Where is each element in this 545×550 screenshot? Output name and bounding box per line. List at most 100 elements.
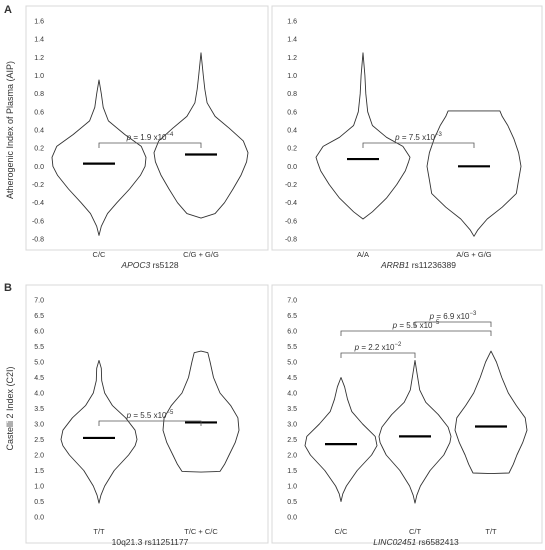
y-tick-label: 0.0 [287, 515, 297, 522]
panel-frame [25, 284, 269, 544]
y-tick-label: 2.0 [287, 453, 297, 460]
significance-bracket [362, 142, 475, 148]
panel-0: -0.8 -0.6 -0.4 -0.2 0.0 0.2 0.4 0.6 0.8 1.0 1.2 1.4… [5, 5, 269, 270]
violin-T/T [454, 350, 528, 475]
y-tick-label: 0.0 [34, 515, 44, 522]
y-tick-label: -0.6 [285, 218, 297, 225]
violin-C/C [51, 79, 147, 236]
snp-id: 10q21.3 rs11251177 [112, 537, 189, 547]
p-value: = 5.5 x10 [131, 411, 167, 420]
y-tick-label: -0.6 [32, 218, 44, 225]
x-tick-label: T/T [485, 527, 497, 536]
x-tick-label: T/C + C/C [184, 527, 218, 536]
p-symbol: p [394, 133, 400, 142]
p-symbol: p [126, 133, 132, 142]
y-tick-label: 5.5 [287, 344, 297, 351]
p-symbol: p [354, 343, 360, 352]
p-symbol: p [126, 411, 132, 420]
p-value-label: p = 7.5 x10−3 [394, 132, 442, 142]
y-tick-label: 3.0 [287, 422, 297, 429]
p-value-label: p = 2.2 x10−2 [354, 342, 402, 352]
y-tick-label: 0.5 [287, 499, 297, 506]
y-tick-label: -0.4 [32, 200, 44, 207]
y-tick-label: 7.0 [34, 298, 44, 305]
x-tick-label: C/G + G/G [183, 250, 219, 259]
y-axis-title: Castelli 2 Index (C2I) [5, 366, 15, 450]
gene-name: LINC02451 [373, 537, 416, 547]
violin-T/C + C/C [162, 350, 240, 473]
y-tick-label: 5.0 [34, 360, 44, 367]
x-axis-label: APOC3 rs5128 [120, 260, 178, 270]
y-tick-label: 1.0 [287, 73, 297, 80]
y-tick-label: 5.5 [34, 344, 44, 351]
y-tick-label: -0.8 [32, 237, 44, 244]
p-exponent: −5 [432, 320, 440, 326]
y-tick-label: 0.8 [287, 91, 297, 98]
violin-A/A [315, 52, 411, 220]
y-tick-label: 0.8 [34, 91, 44, 98]
y-tick-label: 4.5 [287, 375, 297, 382]
p-symbol: p [429, 312, 435, 321]
x-tick-label: A/A [357, 250, 369, 259]
y-tick-label: 1.5 [34, 468, 44, 475]
y-tick-label: -0.2 [285, 182, 297, 189]
x-tick-label: C/C [335, 527, 349, 536]
p-symbol: p [392, 321, 398, 330]
y-tick-label: 3.0 [34, 422, 44, 429]
y-tick-label: 1.0 [34, 484, 44, 491]
p-value: = 1.9 x10 [131, 133, 167, 142]
panel-1: -0.8 -0.6 -0.4 -0.2 0.0 0.2 0.4 0.6 0.8 1.0 1.2 1.4… [271, 5, 543, 270]
y-tick-label: 1.2 [34, 55, 44, 62]
p-value-label: p = 5.5 x10−5 [126, 410, 174, 420]
y-tick-label: 0.6 [287, 109, 297, 116]
y-tick-label: 1.6 [34, 19, 44, 26]
panel-frame [271, 5, 543, 251]
y-tick-label: 1.6 [287, 19, 297, 26]
p-value: = 6.9 x10 [434, 312, 470, 321]
section-label-b: B [4, 282, 12, 294]
p-exponent: −2 [394, 342, 402, 348]
y-tick-label: 0.2 [34, 146, 44, 153]
p-exponent: −4 [166, 132, 174, 138]
section-label-a: A [4, 4, 12, 16]
panel-2: 0.0 0.5 1.0 1.5 2.0 2.5 3.0 3.5 4.0 4.5 5.0 5.5 6.0 6… [5, 284, 269, 547]
significance-bracket [98, 420, 202, 426]
snp-id: rs5128 [150, 260, 179, 270]
p-value-label: p = 6.9 x10−3 [429, 311, 477, 321]
y-tick-label: 0.4 [287, 128, 297, 135]
y-tick-label: 6.0 [287, 329, 297, 336]
violin-C/G + G/G [153, 52, 249, 219]
y-tick-label: 0.6 [34, 109, 44, 116]
y-tick-label: 4.5 [34, 375, 44, 382]
x-tick-label: C/T [409, 527, 422, 536]
y-tick-label: 0.4 [34, 128, 44, 135]
y-tick-label: 3.5 [34, 406, 44, 413]
p-value-label: p = 1.9 x10−4 [126, 132, 174, 142]
x-tick-label: C/C [93, 250, 107, 259]
p-exponent: −5 [166, 410, 174, 416]
significance-bracket [414, 321, 492, 327]
violin-C/C [304, 377, 378, 502]
x-axis-label: LINC02451 rs6582413 [373, 537, 459, 547]
snp-id: rs11236389 [409, 260, 456, 270]
y-tick-label: 4.0 [287, 391, 297, 398]
y-tick-label: -0.2 [32, 182, 44, 189]
significance-bracket [340, 352, 416, 358]
y-tick-label: 0.0 [34, 164, 44, 171]
y-axis-title: Atherogenic Index of Plasma (AIP) [5, 61, 15, 199]
y-tick-label: 1.0 [34, 73, 44, 80]
y-tick-label: -0.8 [285, 237, 297, 244]
panel-3: 0.0 0.5 1.0 1.5 2.0 2.5 3.0 3.5 4.0 4.5 5.0 5.5 6.0 6… [271, 284, 543, 547]
x-axis-label: ARRB1 rs11236389 [380, 260, 456, 270]
y-tick-label: 6.0 [34, 329, 44, 336]
y-tick-label: -0.4 [285, 200, 297, 207]
x-tick-label: T/T [93, 527, 105, 536]
y-tick-label: 1.0 [287, 484, 297, 491]
y-tick-label: 3.5 [287, 406, 297, 413]
p-value: = 7.5 x10 [400, 133, 436, 142]
significance-bracket [340, 330, 492, 336]
violin-A/G + G/G [426, 110, 522, 237]
y-tick-label: 1.4 [287, 37, 297, 44]
x-tick-label: A/G + G/G [456, 250, 491, 259]
